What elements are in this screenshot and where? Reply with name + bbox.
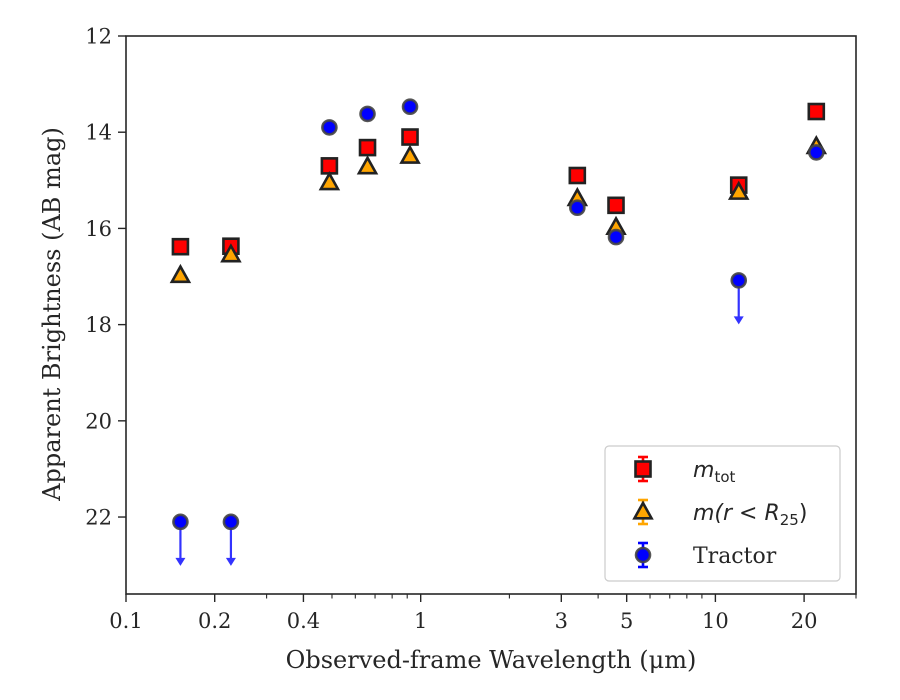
x-tick-label: 0.4 [287, 609, 320, 633]
y-tick-label: 20 [85, 409, 112, 433]
legend-marker [632, 500, 654, 520]
data-point [222, 513, 240, 531]
data-point [569, 199, 586, 217]
x-tick-label: 5 [620, 609, 633, 633]
data-point [401, 98, 419, 116]
y-axis-label: Apparent Brightness (AB mag) [38, 127, 66, 502]
data-point [607, 228, 625, 246]
legend-marker [634, 460, 652, 478]
x-axis-label: Observed-frame Wavelength (μm) [286, 646, 697, 674]
legend-label: mtot [693, 458, 735, 486]
data-point [220, 243, 242, 263]
data-point [318, 171, 341, 191]
y-tick-label: 16 [85, 217, 112, 241]
upper-limit-arrowhead [225, 557, 236, 566]
x-tick-label: 3 [555, 609, 568, 633]
upper-limit-arrowhead [733, 316, 744, 325]
data-point [171, 237, 190, 256]
data-point [568, 166, 587, 185]
series-triangle [169, 134, 828, 284]
data-point [356, 155, 379, 175]
data-point [321, 119, 338, 136]
data-point [607, 196, 625, 215]
legend-label: m(r < R25) [693, 501, 807, 529]
legend: mtot m(r < R25) Tractor [604, 445, 841, 582]
x-tick-label: 10 [702, 609, 729, 633]
data-point [172, 513, 189, 531]
y-tick-label: 14 [85, 121, 112, 145]
plot-area [169, 98, 828, 566]
data-point [401, 128, 419, 146]
data-point [359, 105, 376, 123]
y-tick-label: 12 [85, 25, 112, 49]
data-point [730, 272, 748, 289]
data-point [169, 263, 192, 284]
upper-limit-arrowhead [175, 557, 186, 566]
data-point [358, 138, 377, 157]
series-square [171, 102, 826, 256]
data-point [807, 102, 826, 121]
y-tick-label: 18 [85, 313, 112, 337]
legend-label: Tractor [693, 544, 777, 569]
x-tick-label: 0.1 [109, 609, 142, 633]
data-point [727, 180, 750, 200]
x-tick-label: 1 [414, 609, 427, 633]
series-circle [172, 98, 825, 566]
axes-frame [125, 35, 857, 595]
x-tick-label: 20 [791, 609, 818, 633]
legend-box [604, 445, 841, 582]
y-tick-label: 22 [85, 506, 112, 530]
axes: 0.1 0.2 0.4 1 3 5 10 20 12 14 16 18 20 22 [85, 25, 857, 633]
data-point [399, 144, 421, 164]
x-tick-label: 0.2 [198, 609, 231, 633]
data-point [808, 144, 825, 161]
legend-marker [634, 546, 652, 564]
